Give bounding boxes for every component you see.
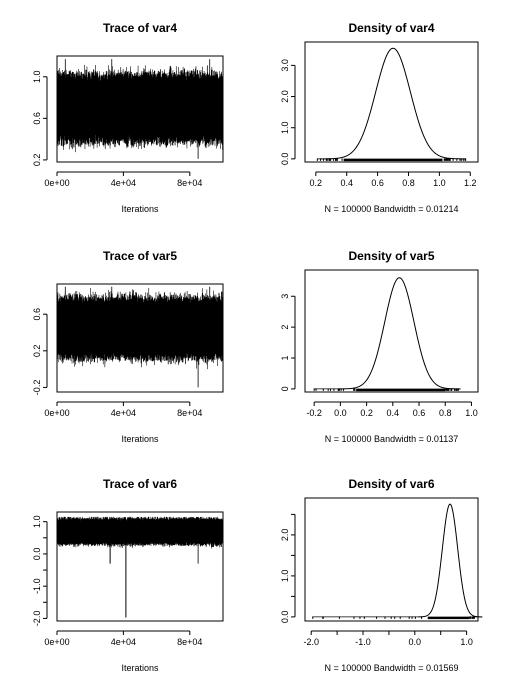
x-tick-label: 8e+04 — [177, 637, 202, 647]
x-tick-label: 0.8 — [402, 178, 415, 188]
y-tick-label: 0.6 — [32, 112, 42, 125]
x-tick-label: 0.2 — [310, 178, 323, 188]
y-tick-label: 0.6 — [32, 308, 42, 321]
x-tick-label: -1.0 — [355, 637, 371, 647]
chart-3: Trace of var5 0e+00 4e+04 8e+04 Iterations -0… — [32, 249, 224, 444]
x-tick-label: -0.2 — [306, 408, 322, 418]
plot-frame — [304, 497, 479, 622]
chart-5: Trace of var6 0e+00 4e+04 8e+04 Iterations -2… — [32, 477, 224, 673]
x-tick-label: 0.0 — [334, 408, 347, 418]
chart-title: Trace of var6 — [103, 477, 177, 491]
x-tick-label: 4e+04 — [111, 408, 136, 418]
x-axis-label: N = 100000 Bandwidth = 0.01569 — [324, 663, 458, 673]
y-tick-label: 0.0 — [32, 548, 42, 561]
x-tick-label: 0.8 — [439, 408, 452, 418]
x-tick-label: 0e+00 — [44, 637, 69, 647]
chart-title: Trace of var5 — [103, 249, 177, 263]
x-tick-label: 0.6 — [413, 408, 426, 418]
trace-series — [56, 516, 224, 549]
y-tick-label: -1.0 — [32, 578, 42, 594]
y-tick-label: 2 — [280, 325, 290, 330]
x-axis-label: N = 100000 Bandwidth = 0.01214 — [324, 204, 458, 214]
chart-title: Density of var5 — [348, 249, 434, 263]
x-tick-label: 0.4 — [387, 408, 400, 418]
x-tick-label: 1.2 — [464, 178, 477, 188]
y-tick-label: 1 — [280, 356, 290, 361]
x-tick-label: 0.6 — [371, 178, 384, 188]
x-tick-label: 8e+04 — [177, 408, 202, 418]
x-axis-label: Iterations — [121, 663, 159, 673]
rug-ticks — [316, 158, 467, 161]
density-curve — [417, 503, 483, 618]
x-tick-label: 4e+04 — [111, 637, 136, 647]
x-tick-label: 1.0 — [465, 408, 478, 418]
x-tick-label: 0.0 — [409, 637, 422, 647]
chart-1: Trace of var4 0e+00 4e+04 8e+04 Iterations 0.… — [32, 21, 224, 214]
y-tick-label: 2.0 — [280, 529, 290, 542]
y-tick-label: -0.2 — [32, 380, 42, 396]
x-tick-label: 0.4 — [340, 178, 353, 188]
y-tick-label: -2.0 — [32, 611, 42, 627]
y-tick-label: 1.0 — [32, 515, 42, 528]
x-tick-label: 0e+00 — [44, 178, 69, 188]
trace-series — [56, 64, 224, 153]
y-tick-label: 2.0 — [280, 90, 290, 103]
x-axis-label: N = 100000 Bandwidth = 0.01137 — [325, 434, 458, 444]
y-tick-label: 3 — [280, 294, 290, 299]
chart-title: Trace of var4 — [103, 21, 177, 35]
x-axis-label: Iterations — [121, 204, 159, 214]
y-tick-label: 3.0 — [280, 59, 290, 72]
y-tick-label: 1.0 — [280, 121, 290, 134]
x-axis-label: Iterations — [121, 434, 159, 444]
rug-ticks — [312, 616, 475, 619]
rug-ticks — [313, 388, 459, 391]
y-tick-label: 0.2 — [32, 345, 42, 358]
x-tick-label: 4e+04 — [111, 178, 136, 188]
x-tick-label: 1.0 — [460, 637, 473, 647]
density-curve — [338, 277, 461, 390]
x-tick-label: 0e+00 — [44, 408, 69, 418]
x-tick-label: 1.0 — [433, 178, 446, 188]
plot-frame — [304, 41, 479, 163]
chart-title: Density of var6 — [348, 477, 434, 491]
chart-2: Density of var4 0.2 0.4 0.6 0.8 1.0 1.2 N = 100… — [280, 21, 479, 214]
density-curve — [320, 47, 466, 160]
trace-series — [56, 287, 224, 370]
y-tick-label: 0.2 — [32, 154, 42, 167]
y-tick-label: 0.0 — [280, 153, 290, 166]
chart-4: Density of var5 -0.2 0.0 0.2 0.4 0.6 0.8 1.0 N =… — [280, 249, 479, 444]
x-tick-label: 0.2 — [360, 408, 373, 418]
y-tick-label: 0.0 — [280, 611, 290, 624]
y-tick-label: 0 — [280, 386, 290, 391]
chart-6: Density of var6 -2.0 -1.0 0.0 1.0 N = 100000 … — [280, 477, 483, 673]
y-tick-label: 1.0 — [32, 71, 42, 84]
y-tick-label: 1.0 — [280, 570, 290, 583]
plot-frame — [304, 269, 479, 393]
x-tick-label: -2.0 — [303, 637, 319, 647]
chart-title: Density of var4 — [348, 21, 434, 35]
plot-frame — [56, 511, 224, 622]
x-tick-label: 8e+04 — [177, 178, 202, 188]
